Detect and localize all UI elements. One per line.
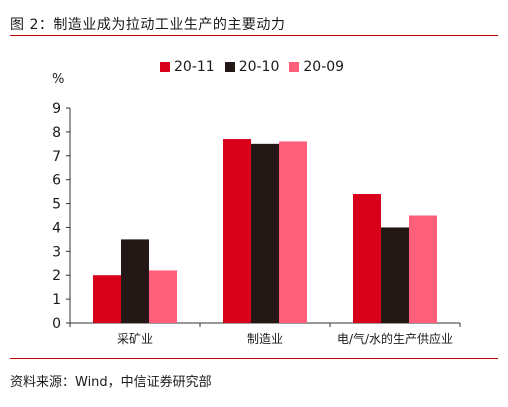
legend-label-3: 20-09: [303, 59, 345, 75]
x-category-label: 制造业: [247, 332, 283, 346]
y-tick-label: 6: [52, 173, 61, 189]
y-tick-label: 2: [52, 268, 61, 284]
legend-label-1: 20-11: [174, 59, 215, 75]
legend-swatch-2: [224, 62, 235, 72]
x-category-label: 采矿业: [117, 332, 153, 346]
y-tick-label: 9: [52, 101, 61, 117]
bar: [381, 227, 409, 323]
source-rule: [10, 358, 498, 359]
chart-legend: 20-11 20-10 20-09: [160, 59, 354, 75]
figure-title: 图 2：制造业成为拉动工业生产的主要动力: [10, 17, 286, 33]
source-note: 资料来源：Wind，中信证券研究部: [10, 375, 212, 390]
bar: [223, 139, 251, 323]
legend-label-2: 20-10: [238, 59, 280, 75]
y-axis-unit: %: [52, 72, 65, 87]
x-category-label: 电/气/水的生产供应业: [337, 331, 453, 346]
bar: [121, 239, 149, 323]
legend-swatch-1: [160, 62, 170, 72]
title-rule: [10, 35, 498, 36]
y-tick-label: 5: [52, 197, 61, 213]
bar: [149, 270, 177, 323]
legend-swatch-3: [289, 62, 300, 72]
legend-item-1: 20-11: [160, 59, 215, 75]
bar: [251, 143, 279, 323]
y-tick-label: 8: [52, 125, 61, 141]
bar: [409, 215, 437, 323]
y-tick-label: 0: [52, 316, 61, 332]
bar: [279, 141, 307, 323]
y-tick-label: 1: [52, 292, 61, 308]
legend-item-3: 20-09: [289, 59, 344, 75]
y-tick-label: 4: [52, 220, 61, 236]
bar: [93, 275, 121, 323]
bar: [353, 194, 381, 323]
y-tick-label: 3: [52, 244, 61, 260]
legend-item-2: 20-10: [224, 59, 280, 75]
y-tick-label: 7: [52, 149, 61, 165]
